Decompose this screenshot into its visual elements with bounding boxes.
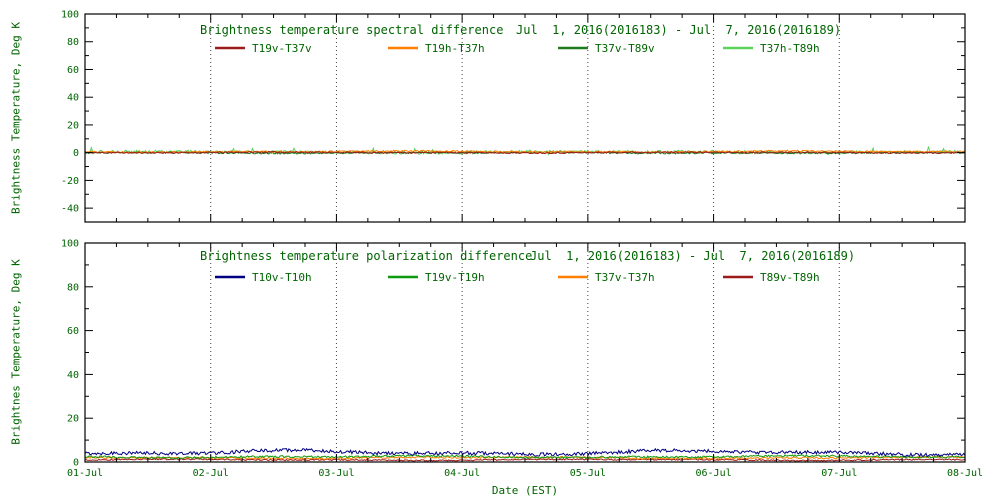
y-tick-label: -40 (61, 204, 79, 215)
series-line-T19v-T37v (85, 150, 965, 155)
x-tick-label: 05-Jul (570, 468, 606, 479)
legend-label-T37v-T89v: T37v-T89v (595, 42, 655, 55)
polarization-difference-panel: 100 80 60 40 20 001-Jul 02-Jul 03-Jul 04-Jul 05-J… (61, 239, 983, 480)
legend-label-T19h-T37h: T19h-T37h (425, 42, 485, 55)
legend-label-T37h-T89h: T37h-T89h (760, 42, 820, 55)
legend-label-T37v-T37h: T37v-T37h (595, 271, 655, 284)
y-tick-label: 60 (67, 326, 79, 337)
top-y-axis-label: Brightness Temperature, Deg K (9, 21, 23, 215)
legend-label-T10v-T10h: T10v-T10h (252, 271, 312, 284)
bottom-chart-date-range: Jul 1, 2016(2016183) - Jul 7, 2016(20161… (530, 249, 856, 263)
y-tick-label: 80 (67, 282, 79, 293)
series-line-T19h-T37h (85, 149, 965, 154)
y-tick-label: 20 (67, 414, 79, 425)
y-tick-label: 80 (67, 37, 79, 48)
y-tick-label: -20 (61, 176, 79, 187)
series-line-T10v-T10h (85, 447, 965, 458)
x-tick-label: 01-Jul (67, 468, 103, 479)
x-tick-label: 02-Jul (193, 468, 229, 479)
top-chart-date-range: Jul 1, 2016(2016183) - Jul 7, 2016(20161… (516, 23, 842, 37)
y-tick-label: 0 (73, 458, 79, 469)
y-tick-label: 0 (73, 148, 79, 159)
bottom-chart-title: Brightness temperature polarization diff… (200, 249, 533, 263)
top-chart-title: Brightness temperature spectral differen… (200, 23, 504, 37)
x-axis-label: Date (EST) (491, 484, 559, 497)
legend-label-T89v-T89h: T89v-T89h (760, 271, 820, 284)
x-tick-label: 08-Jul (947, 468, 983, 479)
legend-label-T19v-T37v: T19v-T37v (252, 42, 312, 55)
bottom-y-axis-label: Brightnes Temperature, Deg K (9, 259, 23, 445)
y-tick-label: 100 (61, 10, 79, 21)
y-tick-label: 100 (61, 239, 79, 250)
plot-border (84, 13, 966, 223)
y-tick-label: 40 (67, 370, 79, 381)
x-tick-label: 04-Jul (444, 468, 480, 479)
y-tick-label: 60 (67, 65, 79, 76)
spectral-difference-panel: 100 80 60 40 20 0 -20 -40 T19v-T37v T19h-T37h T37v… (61, 10, 966, 223)
y-tick-label: 40 (67, 93, 79, 104)
legend-label-T19v-T19h: T19v-T19h (425, 271, 485, 284)
x-tick-label: 07-Jul (821, 468, 857, 479)
x-tick-label: 06-Jul (696, 468, 732, 479)
series-line-T19v-T19h (85, 453, 965, 460)
x-tick-label: 03-Jul (318, 468, 354, 479)
y-tick-label: 20 (67, 120, 79, 131)
